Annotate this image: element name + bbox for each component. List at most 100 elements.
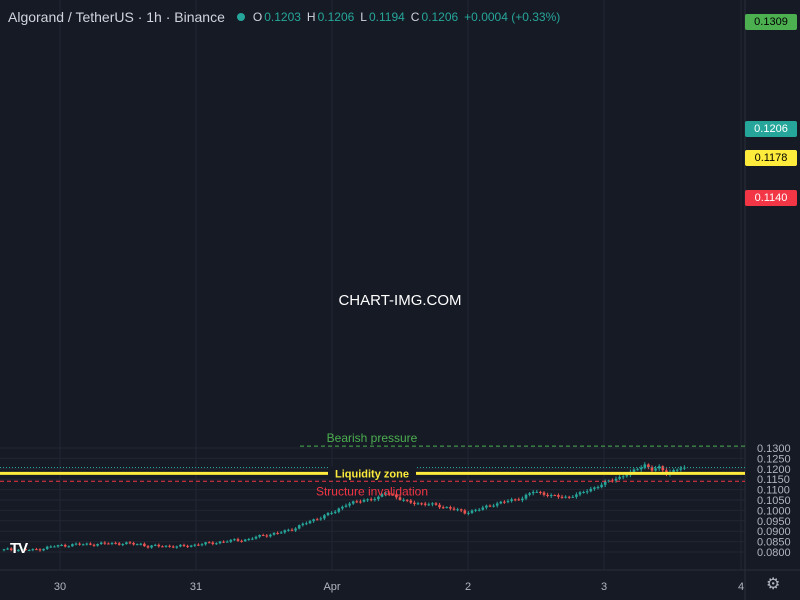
- candle-body: [157, 544, 161, 547]
- candle-body: [146, 546, 150, 548]
- candle-body: [524, 494, 528, 499]
- y-tick-label: 0.1050: [757, 495, 791, 507]
- candle-body: [413, 502, 416, 504]
- candle-body: [650, 467, 654, 471]
- candle-body: [553, 495, 557, 497]
- candle-body: [161, 546, 164, 548]
- candle-body: [380, 494, 384, 497]
- candle-body: [254, 536, 258, 539]
- candle-body: [427, 504, 431, 506]
- candle-body: [672, 470, 675, 473]
- y-tick-label: 0.0800: [757, 547, 791, 559]
- candle-body: [438, 504, 441, 508]
- candle-body: [67, 546, 71, 548]
- symbol-title[interactable]: Algorand / TetherUS · 1h · Binance: [8, 9, 225, 25]
- x-tick-label: Apr: [323, 581, 340, 593]
- candle-body: [225, 541, 229, 543]
- candle-body: [27, 550, 31, 552]
- candle-body: [276, 532, 279, 534]
- candle-body: [171, 546, 175, 548]
- candle-body: [636, 469, 639, 471]
- candle-body: [528, 493, 531, 495]
- candle-body: [74, 543, 78, 545]
- candle-body: [647, 464, 650, 468]
- candle-body: [305, 523, 308, 525]
- candle-body: [495, 503, 499, 506]
- candle-body: [92, 544, 96, 546]
- candle-body: [193, 544, 197, 546]
- candle-body: [575, 494, 578, 497]
- candle-body: [168, 545, 171, 547]
- candle-body: [56, 545, 60, 547]
- high-value: 0.1206: [317, 10, 355, 24]
- candle-body: [164, 545, 168, 547]
- candle-body: [456, 509, 459, 511]
- candle-body: [395, 494, 398, 498]
- candle-body: [359, 501, 362, 503]
- candle-body: [153, 544, 157, 546]
- candle-body: [499, 501, 503, 504]
- x-tick-label: 3: [601, 581, 607, 593]
- candle-body: [71, 544, 74, 547]
- y-tick-label: 0.1100: [757, 485, 790, 497]
- candle-body: [535, 491, 539, 493]
- candle-body: [2, 549, 6, 551]
- candle-body: [135, 544, 139, 546]
- candle-body: [485, 505, 488, 508]
- candle-body: [261, 534, 265, 536]
- ohlc-readout: O 0.1203 H 0.1206 L 0.1194 C 0.1206 +0.0…: [253, 10, 560, 24]
- candle-body: [449, 507, 452, 509]
- candle-body: [53, 546, 56, 548]
- candle-body: [218, 541, 222, 544]
- candle-body: [582, 491, 585, 493]
- candle-body: [103, 542, 107, 544]
- candle-body: [470, 510, 474, 513]
- candle-body: [333, 511, 337, 513]
- candle-body: [654, 468, 657, 471]
- candle-body: [600, 484, 603, 488]
- candle-body: [326, 513, 330, 516]
- candle-body: [341, 506, 344, 509]
- candle-body: [287, 529, 290, 531]
- candle-body: [679, 468, 683, 470]
- candle-body: [513, 499, 517, 501]
- gear-icon[interactable]: ⚙: [766, 576, 781, 593]
- candle-body: [423, 503, 427, 505]
- invalidation-label: Structure invalidation: [316, 484, 428, 498]
- candle-body: [542, 492, 546, 495]
- invalidation-price-tag: 0.1140: [745, 190, 797, 206]
- tradingview-logo-icon[interactable]: TV: [10, 540, 28, 557]
- candle-body: [312, 519, 315, 522]
- candle-body: [265, 535, 269, 537]
- y-tick-label: 0.0950: [757, 516, 791, 528]
- candle-body: [215, 543, 218, 545]
- candle-body: [492, 505, 495, 507]
- candle-body: [99, 542, 103, 544]
- candle-body: [114, 542, 117, 544]
- liquidity-zone-label: Liquidity zone: [335, 468, 409, 480]
- candle-body: [49, 546, 53, 548]
- candle-body: [398, 497, 402, 500]
- candle-body: [81, 544, 85, 546]
- candle-body: [445, 507, 449, 509]
- candle-body: [564, 496, 567, 498]
- candle-body: [45, 546, 49, 549]
- candle-body: [387, 493, 391, 495]
- open-value: 0.1203: [264, 10, 301, 24]
- candle-body: [301, 523, 305, 526]
- candle-body: [409, 500, 413, 503]
- candle-body: [6, 548, 9, 550]
- candle-body: [175, 546, 179, 548]
- candle-body: [236, 539, 240, 541]
- candle-body: [517, 499, 521, 501]
- candle-body: [189, 545, 193, 547]
- candle-body: [337, 508, 341, 512]
- candle-body: [549, 495, 553, 497]
- candle-body: [96, 543, 99, 546]
- candle-body: [222, 541, 225, 543]
- candle-body: [308, 521, 312, 524]
- candle-body: [618, 476, 621, 479]
- candle-body: [13, 550, 17, 552]
- candle-body: [85, 543, 89, 545]
